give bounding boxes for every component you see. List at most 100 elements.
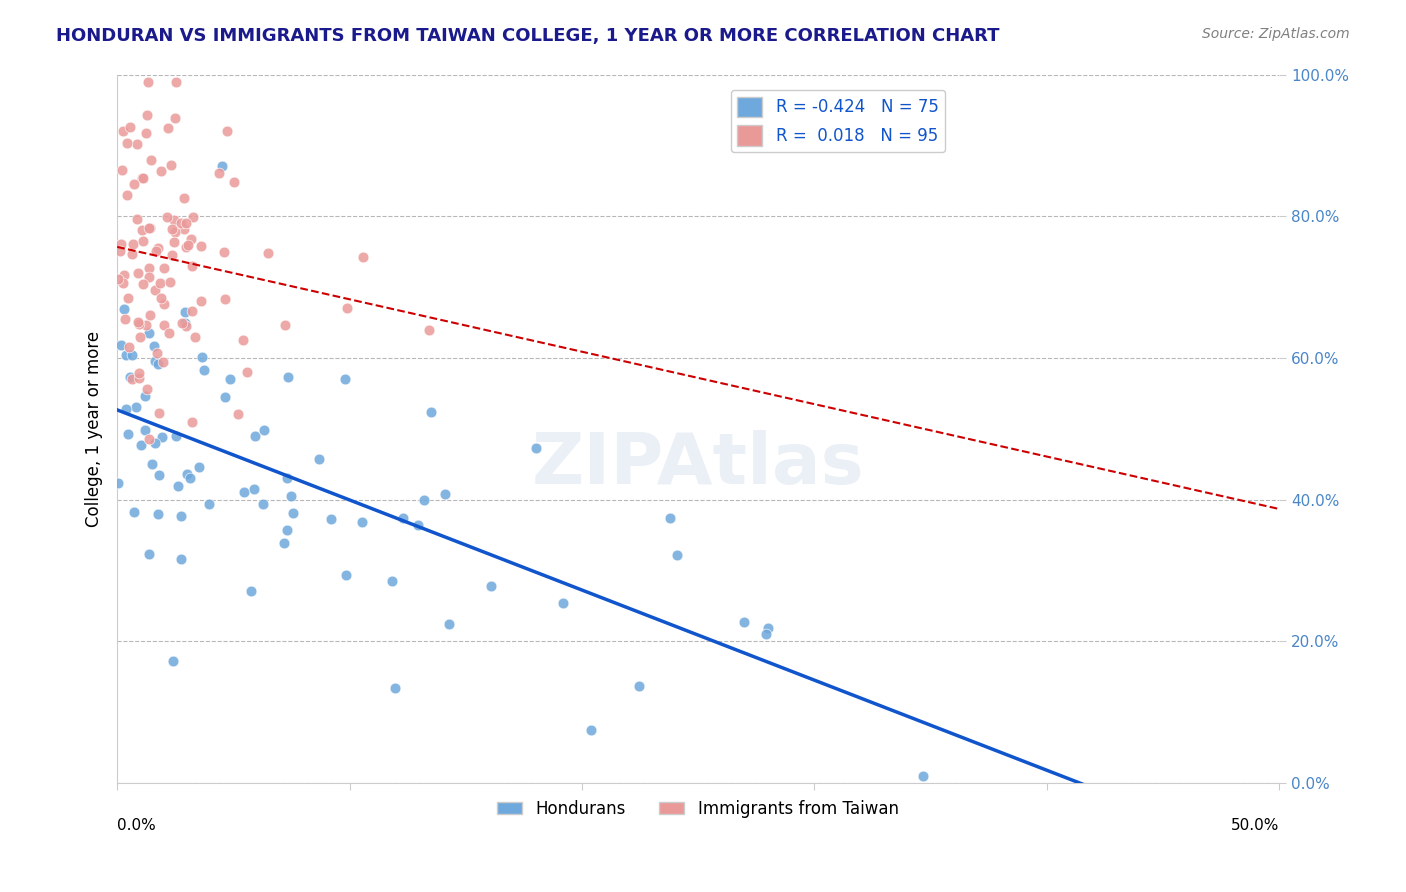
Point xyxy=(665,548,688,562)
Point xyxy=(112,268,135,283)
Point xyxy=(143,283,166,297)
Point xyxy=(479,579,502,593)
Point xyxy=(135,108,157,122)
Point xyxy=(150,291,173,305)
Point xyxy=(145,244,167,259)
Point xyxy=(150,164,173,178)
Point xyxy=(148,406,170,420)
Point xyxy=(191,350,214,364)
Point xyxy=(384,681,406,695)
Point xyxy=(280,489,302,503)
Point xyxy=(134,423,156,437)
Point xyxy=(143,435,166,450)
Point xyxy=(157,120,180,135)
Point xyxy=(188,459,211,474)
Point xyxy=(132,234,155,248)
Point xyxy=(150,430,173,444)
Point xyxy=(253,423,276,437)
Point xyxy=(174,240,197,254)
Point xyxy=(124,505,146,519)
Point xyxy=(256,245,278,260)
Point xyxy=(138,548,160,562)
Y-axis label: College, 1 year or more: College, 1 year or more xyxy=(86,331,103,527)
Point xyxy=(165,225,187,239)
Point xyxy=(163,111,186,125)
Point xyxy=(420,405,443,419)
Point xyxy=(138,326,160,340)
Text: 50.0%: 50.0% xyxy=(1230,819,1279,833)
Point xyxy=(153,260,176,275)
Point xyxy=(167,479,190,493)
Point xyxy=(128,366,150,380)
Point xyxy=(112,301,135,316)
Point xyxy=(121,247,143,261)
Point xyxy=(163,235,186,249)
Point xyxy=(627,679,650,693)
Point xyxy=(214,292,236,306)
Point xyxy=(138,433,160,447)
Legend: Hondurans, Immigrants from Taiwan: Hondurans, Immigrants from Taiwan xyxy=(491,793,905,824)
Point xyxy=(163,212,186,227)
Point xyxy=(125,211,148,226)
Point xyxy=(439,617,461,632)
Point xyxy=(127,266,149,280)
Point xyxy=(108,244,131,258)
Point xyxy=(138,270,160,285)
Point xyxy=(162,222,184,236)
Point xyxy=(335,371,357,385)
Point xyxy=(217,124,239,138)
Point xyxy=(118,120,141,134)
Point xyxy=(524,442,547,456)
Point xyxy=(212,245,235,260)
Point xyxy=(408,518,430,533)
Point xyxy=(434,487,457,501)
Point xyxy=(392,510,415,524)
Point xyxy=(132,171,155,186)
Point xyxy=(135,126,157,140)
Point xyxy=(117,426,139,441)
Point xyxy=(138,261,160,276)
Point xyxy=(110,237,132,252)
Point xyxy=(160,158,183,172)
Point xyxy=(152,355,174,369)
Point xyxy=(149,276,172,290)
Point xyxy=(172,316,194,330)
Point xyxy=(170,509,193,524)
Point xyxy=(131,438,153,452)
Point xyxy=(758,621,780,635)
Text: Source: ZipAtlas.com: Source: ZipAtlas.com xyxy=(1202,27,1350,41)
Point xyxy=(418,323,440,337)
Point xyxy=(245,429,267,443)
Text: ZIPAtlas: ZIPAtlas xyxy=(531,430,865,499)
Point xyxy=(165,429,187,443)
Point xyxy=(136,74,159,88)
Point xyxy=(131,223,153,237)
Point xyxy=(336,301,359,315)
Point xyxy=(226,408,249,422)
Point xyxy=(117,136,139,150)
Point xyxy=(131,170,153,185)
Point xyxy=(222,175,245,189)
Point xyxy=(135,382,157,396)
Point xyxy=(181,259,204,273)
Point xyxy=(141,457,163,471)
Point xyxy=(118,369,141,384)
Point xyxy=(181,211,204,225)
Point xyxy=(117,291,139,305)
Point xyxy=(160,248,183,262)
Point xyxy=(180,304,202,318)
Point xyxy=(184,330,207,344)
Point xyxy=(128,318,150,332)
Point xyxy=(273,535,295,549)
Point xyxy=(173,191,195,205)
Point xyxy=(128,330,150,344)
Point xyxy=(159,275,181,289)
Point xyxy=(180,232,202,246)
Point xyxy=(252,497,274,511)
Point xyxy=(281,506,304,520)
Point xyxy=(118,340,141,354)
Point xyxy=(146,507,169,521)
Point xyxy=(155,211,177,225)
Point xyxy=(197,497,219,511)
Point xyxy=(219,372,242,386)
